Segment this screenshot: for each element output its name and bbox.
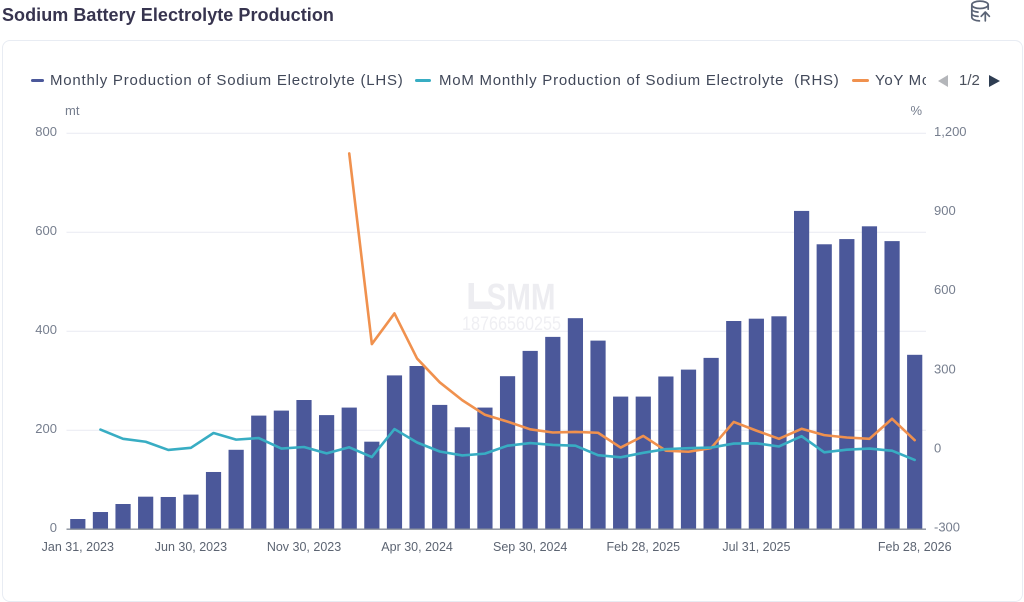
svg-text:Feb 28, 2026: Feb 28, 2026 (878, 540, 952, 554)
svg-text:800: 800 (35, 124, 57, 139)
svg-text:300: 300 (934, 361, 956, 376)
svg-text:-300: -300 (934, 519, 960, 534)
svg-text:400: 400 (35, 322, 57, 337)
svg-text:mt: mt (65, 103, 80, 118)
svg-text:SMM: SMM (487, 277, 556, 318)
svg-text:Nov 30, 2023: Nov 30, 2023 (267, 540, 341, 554)
svg-text:%: % (910, 103, 922, 118)
svg-text:600: 600 (934, 282, 956, 297)
svg-text:Jul 31, 2025: Jul 31, 2025 (722, 540, 790, 554)
svg-text:18766560255: 18766560255 (462, 313, 561, 335)
svg-text:Apr 30, 2024: Apr 30, 2024 (381, 540, 453, 554)
svg-text:0: 0 (50, 520, 57, 535)
svg-text:0: 0 (934, 440, 941, 455)
svg-text:Sep 30, 2024: Sep 30, 2024 (493, 540, 567, 554)
svg-text:900: 900 (934, 203, 956, 218)
svg-text:Feb 28, 2025: Feb 28, 2025 (606, 540, 680, 554)
svg-text:200: 200 (35, 421, 57, 436)
svg-text:1,200: 1,200 (934, 124, 967, 139)
svg-text:Jan 31, 2023: Jan 31, 2023 (42, 540, 114, 554)
svg-text:600: 600 (35, 223, 57, 238)
svg-text:Jun 30, 2023: Jun 30, 2023 (155, 540, 227, 554)
